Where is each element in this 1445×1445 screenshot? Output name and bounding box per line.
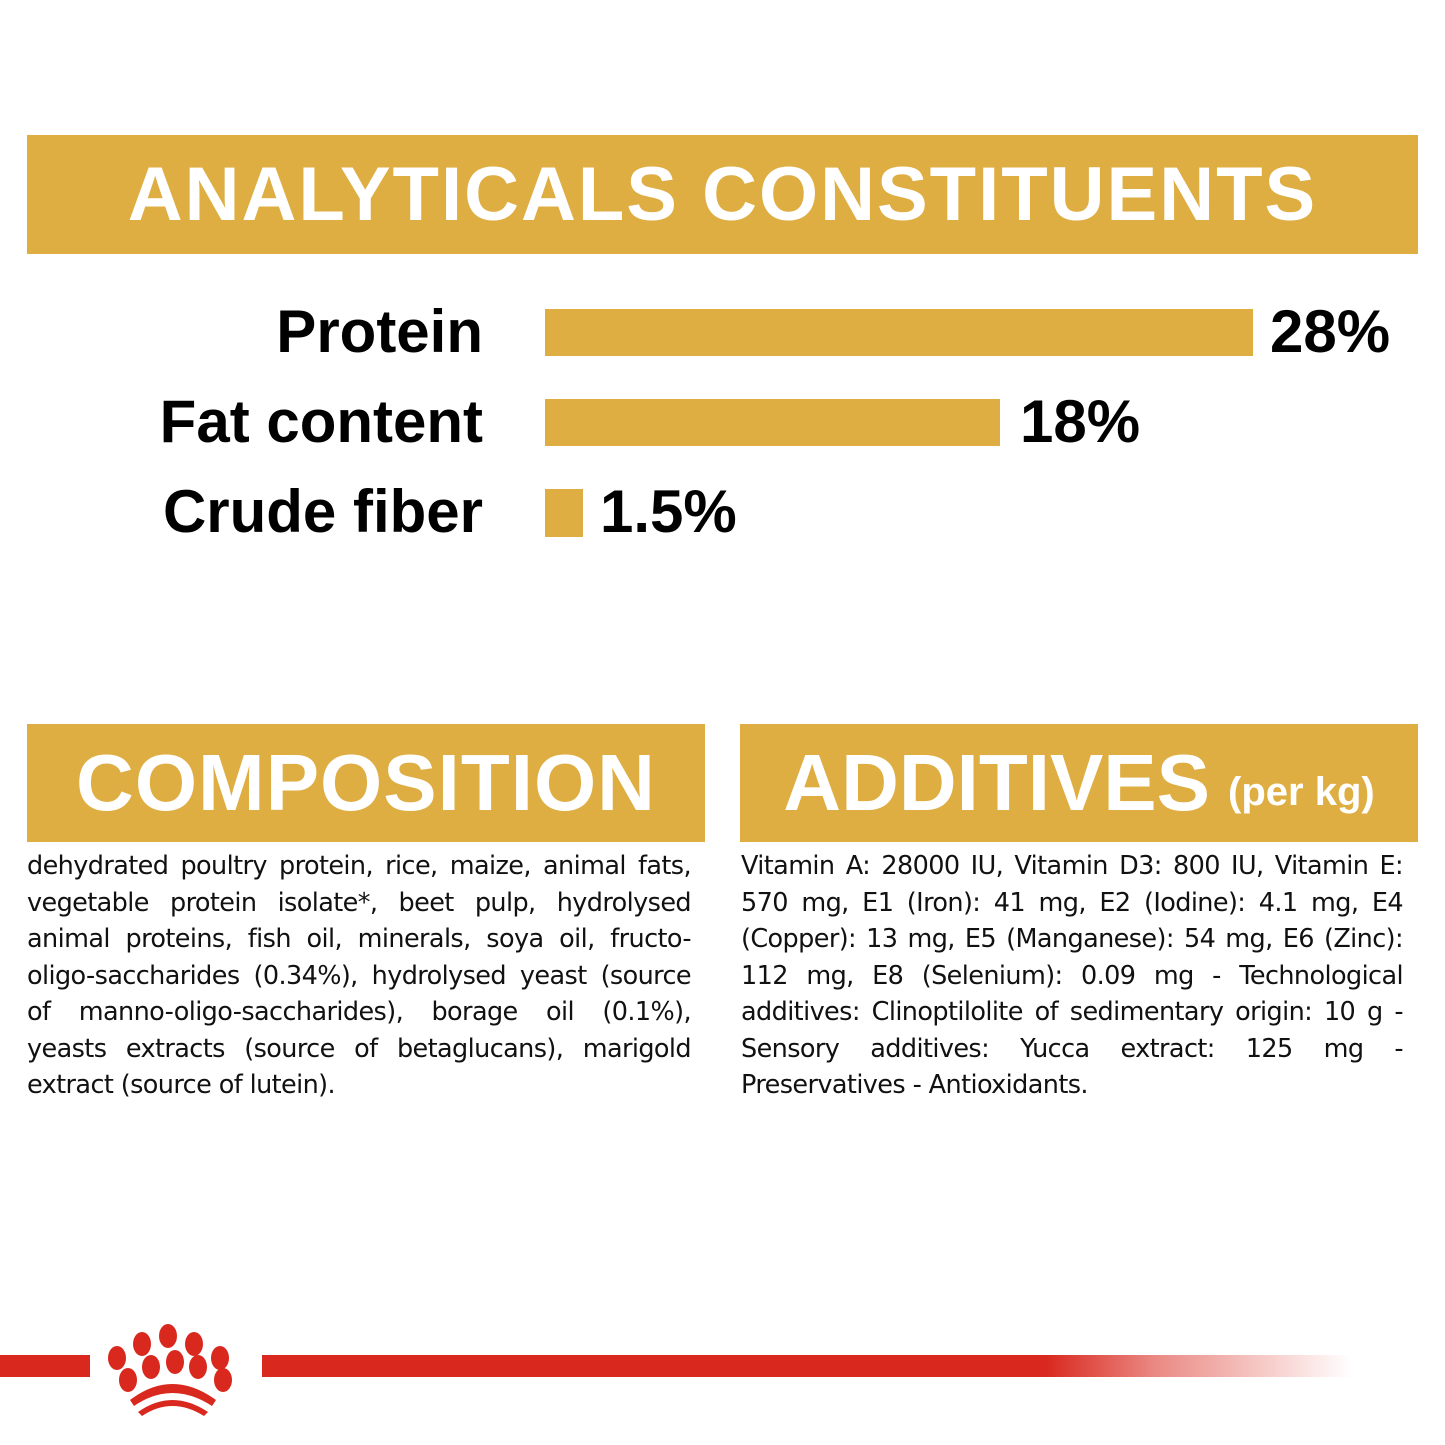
bar-value-fat-content: 18% xyxy=(1020,388,1141,455)
bar-protein xyxy=(545,309,1253,356)
analytical-constituents-title: ANALYTICALS CONSTITUENTS xyxy=(127,152,1318,237)
bar-value-crude-fiber: 1.5% xyxy=(600,478,737,545)
row-label-crude-fiber: Crude fiber xyxy=(162,478,483,545)
crown-logo-icon xyxy=(108,1324,232,1416)
bar-value-protein: 28% xyxy=(1270,298,1391,365)
brand-line-right xyxy=(262,1355,1352,1377)
row-label-fat-content: Fat content xyxy=(159,388,483,455)
bar-fat-content xyxy=(545,399,1000,446)
additives-text: Vitamin A: 28000 IU, Vitamin D3: 800 IU,… xyxy=(741,851,1404,1100)
bar-crude-fiber xyxy=(545,489,583,537)
composition-banner: COMPOSITION xyxy=(27,724,705,842)
composition-title: COMPOSITION xyxy=(76,738,656,827)
row-label-protein: Protein xyxy=(276,298,483,365)
additives-title: ADDITIVES xyxy=(783,738,1211,827)
additives-banner: ADDITIVES (per kg) xyxy=(740,724,1418,842)
analytical-constituents-banner: ANALYTICALS CONSTITUENTS xyxy=(27,135,1418,254)
additives-subtitle: (per kg) xyxy=(1228,769,1375,814)
composition-text: dehydrated poultry protein, rice, maize,… xyxy=(27,851,692,1100)
brand-line-left xyxy=(0,1355,90,1377)
